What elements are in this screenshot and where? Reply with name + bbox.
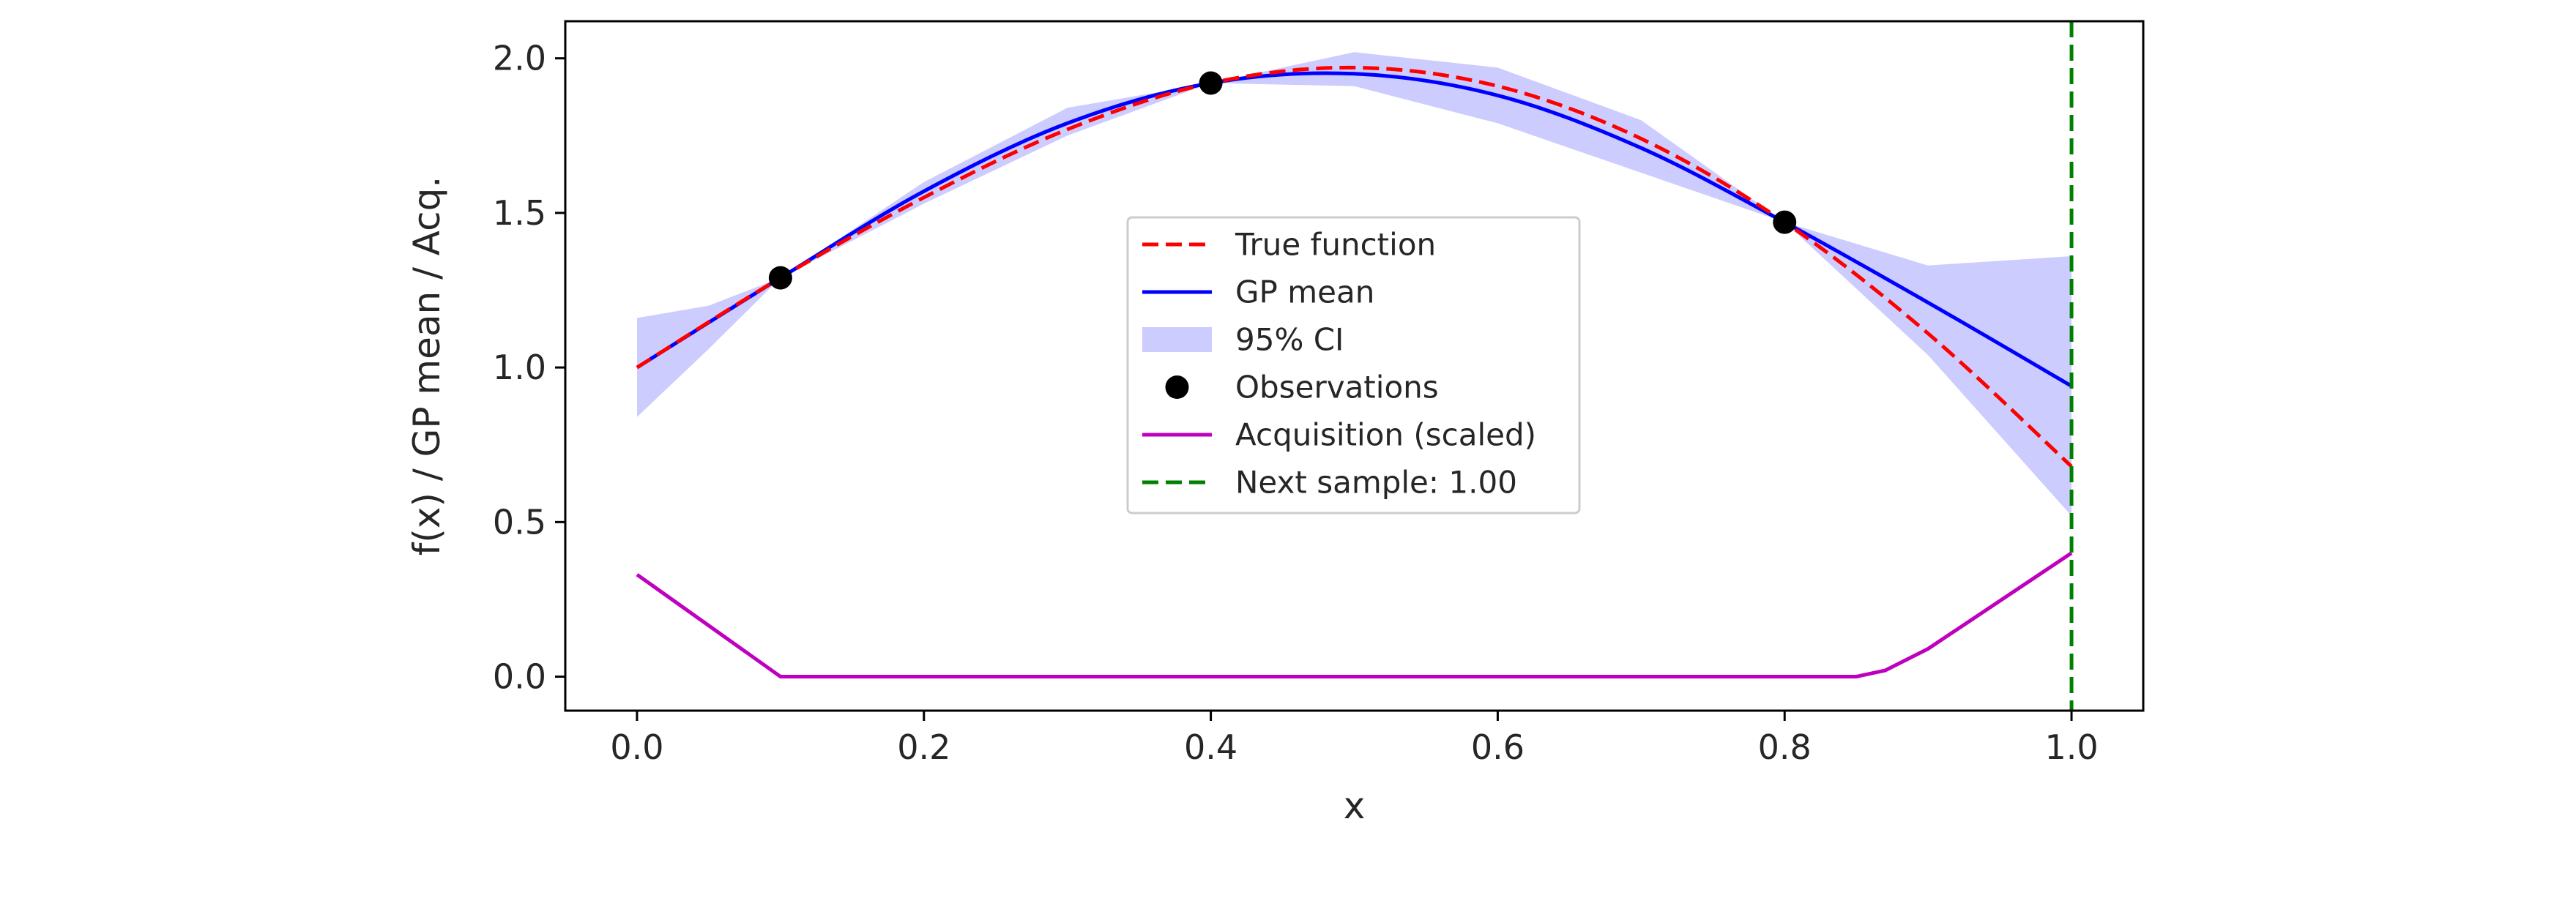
y-tick-label: 1.5 xyxy=(493,193,546,233)
legend-box xyxy=(1126,216,1581,515)
x-tick-label: 0.6 xyxy=(1471,727,1525,767)
legend-label: 95% CI xyxy=(1235,322,1344,358)
observation-point xyxy=(768,266,792,290)
x-tick-label: 0.4 xyxy=(1184,727,1237,767)
x-tick-label: 0.0 xyxy=(610,727,663,767)
true-function-line xyxy=(636,65,2073,468)
x-tick-label: 0.8 xyxy=(1758,727,1812,767)
x-axis-label: x xyxy=(1344,785,1366,827)
legend-label: GP mean xyxy=(1235,274,1374,310)
y-tick-label: 0.0 xyxy=(493,657,546,697)
legend-label: Observations xyxy=(1235,370,1439,405)
y-tick-label: 0.5 xyxy=(493,502,546,542)
legend-label: Acquisition (scaled) xyxy=(1235,417,1536,453)
ci-band xyxy=(637,52,2071,516)
legend-swatch-band xyxy=(1142,327,1212,352)
legend-swatch-marker xyxy=(1165,375,1189,399)
legend-label: Next sample: 1.00 xyxy=(1235,465,1517,501)
x-tick-label: 1.0 xyxy=(2044,727,2098,767)
observation-point xyxy=(1773,210,1797,234)
legend-label: True function xyxy=(1235,227,1436,263)
x-tick-label: 0.2 xyxy=(897,727,950,767)
acquisition-line xyxy=(636,551,2073,678)
plot-frame xyxy=(564,20,2145,712)
y-tick-label: 2.0 xyxy=(493,39,546,78)
observation-point xyxy=(1199,71,1223,95)
gp-mean-line xyxy=(636,71,2073,388)
y-tick-label: 1.0 xyxy=(493,348,546,387)
plot-area xyxy=(636,21,2074,711)
y-axis-label: f(x) / GP mean / Acq. xyxy=(406,176,448,556)
